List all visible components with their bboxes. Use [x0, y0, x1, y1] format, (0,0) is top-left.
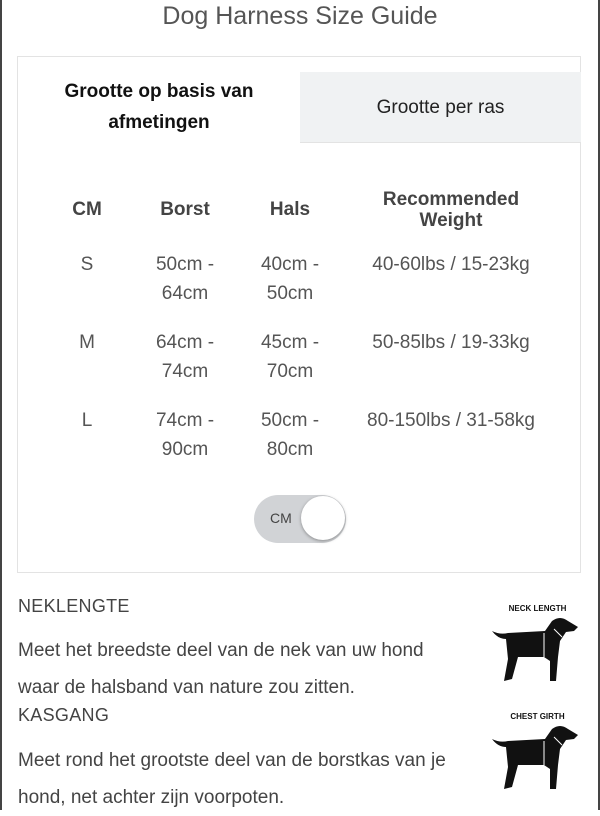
toggle-label: CM	[270, 510, 292, 526]
right-edge	[598, 0, 600, 810]
borst-cell: 74cm - 90cm	[155, 410, 215, 460]
size-cell: M	[79, 332, 95, 353]
left-edge	[0, 0, 2, 810]
neck-length-illustration: NECK LENGTH	[490, 604, 585, 692]
toggle-knob	[301, 496, 345, 540]
size-cell: S	[80, 254, 94, 275]
image-label: NECK LENGTH	[508, 604, 567, 613]
chest-girth-illustration: CHEST GIRTH	[490, 712, 585, 800]
section-text-chest: Meet rond het grootste deel van de borst…	[18, 750, 446, 808]
borst-cell: 64cm - 74cm	[155, 332, 215, 382]
header-borst: Borst	[160, 199, 210, 220]
weight-cell: 50-85lbs / 19-33kg	[372, 332, 530, 353]
tab-measurements[interactable]: Grootte op basis van afmetingen	[18, 72, 300, 142]
header-cm: CM	[72, 199, 102, 220]
unit-toggle[interactable]: CM	[254, 495, 346, 543]
borst-cell: 50cm - 64cm	[155, 254, 215, 304]
header-weight: Recommended Weight	[382, 189, 520, 231]
image-label: CHEST GIRTH	[510, 712, 565, 721]
hals-cell: 50cm - 80cm	[260, 410, 320, 460]
tab-label: Grootte op basis van afmetingen	[64, 81, 254, 133]
size-cell: L	[81, 410, 93, 431]
section-title-chest: KASGANG	[18, 705, 110, 725]
weight-cell: 40-60lbs / 15-23kg	[372, 254, 530, 275]
size-guide-card: Grootte op basis van afmetingen Grootte …	[17, 56, 581, 573]
section-title-neck: NEKLENGTE	[18, 596, 130, 616]
tab-label: Grootte per ras	[376, 96, 505, 118]
header-hals: Hals	[269, 199, 311, 220]
section-text-neck: Meet het breedste deel van de nek van uw…	[18, 640, 424, 698]
page-title: Dog Harness Size Guide	[162, 2, 438, 30]
tab-breed[interactable]: Grootte per ras	[300, 72, 581, 143]
dog-icon	[492, 618, 578, 681]
hals-cell: 40cm - 50cm	[260, 254, 320, 304]
dog-icon	[492, 726, 578, 789]
weight-cell: 80-150lbs / 31-58kg	[367, 410, 535, 431]
hals-cell: 45cm - 70cm	[260, 332, 320, 382]
